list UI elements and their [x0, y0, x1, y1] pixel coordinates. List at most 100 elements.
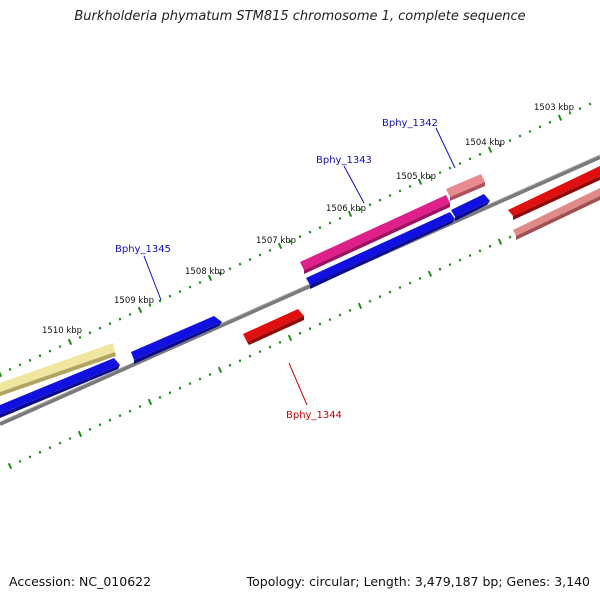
topology-summary: Topology: circular; Length: 3,479,187 bp… [246, 574, 590, 589]
inner-tick [408, 281, 412, 285]
outer-tick [198, 280, 202, 285]
outer-tick [48, 349, 52, 353]
inner-tick [448, 263, 452, 267]
gene-label-bphy-1342[interactable]: Bphy_1342 [382, 118, 438, 129]
outer-tick [528, 129, 532, 133]
outer-tick [78, 335, 82, 339]
outer-tick [28, 358, 32, 362]
outer-tick [557, 114, 563, 121]
outer-tick [108, 322, 112, 326]
inner-tick [128, 409, 132, 413]
outer-tick [338, 216, 342, 220]
inner-tick [278, 340, 282, 344]
outer-tick [277, 242, 283, 249]
inner-tick [497, 238, 503, 245]
feature-blue-3[interactable] [306, 212, 455, 289]
feature-blue-1[interactable] [0, 358, 120, 418]
outer-tick [468, 157, 472, 161]
inner-tick [348, 308, 352, 312]
outer-tick [408, 184, 412, 188]
outer-tick [238, 262, 242, 266]
gene-label-bphy-1344[interactable]: Bphy_1344 [286, 410, 342, 421]
feature-bphy-1343[interactable] [300, 195, 450, 274]
gene-label-bphy-1345[interactable]: Bphy_1345 [115, 244, 171, 255]
outer-tick [328, 221, 332, 225]
feature-pink-2[interactable] [513, 188, 600, 240]
inner-tick [228, 363, 232, 367]
outer-tick [248, 258, 252, 262]
scale-label-1503: 1503 kbp [534, 103, 574, 113]
inner-tick [508, 235, 512, 239]
outer-tick [378, 198, 382, 202]
outer-tick [268, 248, 272, 252]
inner-tick [208, 372, 212, 377]
outer-tick [178, 290, 182, 294]
inner-tick [138, 404, 142, 409]
outer-tick [318, 226, 322, 230]
inner-tick [338, 313, 342, 317]
outer-tick [417, 178, 423, 185]
outer-tick [18, 363, 22, 367]
inner-tick [388, 290, 392, 294]
outer-tick [448, 166, 452, 170]
scale-label-1507: 1507 kbp [256, 236, 296, 246]
inner-tick [108, 418, 112, 422]
inner-tick [318, 322, 322, 326]
inner-tick [468, 253, 472, 258]
outer-tick [478, 152, 482, 156]
feature-yellow[interactable] [0, 343, 116, 396]
outer-tick [498, 143, 502, 147]
feature-bphy-1344[interactable] [243, 309, 304, 345]
outer-tick [518, 134, 522, 138]
inner-tick [308, 327, 312, 331]
inner-tick [398, 285, 402, 290]
outer-tick [148, 303, 152, 307]
inner-tick [158, 395, 162, 399]
inner-tick [357, 302, 363, 309]
scale-label-1504: 1504 kbp [465, 138, 505, 148]
inner-tick [88, 427, 92, 431]
backbone [0, 154, 600, 426]
map-title: Burkholderia phymatum STM815 chromosome … [74, 9, 526, 24]
outer-tick [308, 230, 312, 234]
inner-tick [328, 318, 332, 322]
inner-tick [168, 391, 172, 395]
outer-tick [0, 371, 3, 378]
inner-tick [268, 345, 272, 349]
gene-label-bphy-1343[interactable]: Bphy_1343 [316, 155, 372, 166]
feature-red-2[interactable] [508, 166, 600, 220]
inner-tick [28, 455, 32, 459]
inner-tick [217, 366, 223, 374]
outer-tick [538, 125, 542, 129]
inner-tick [198, 377, 202, 381]
outer-tick [347, 210, 353, 217]
outer-tick [38, 354, 42, 358]
feature-bphy-1345[interactable] [131, 316, 222, 364]
inner-tick [7, 462, 13, 470]
outer-tick [188, 285, 192, 289]
inner-tick [368, 299, 372, 303]
outer-tick [288, 239, 292, 243]
inner-tick [98, 423, 102, 427]
outer-tick [118, 317, 122, 321]
inner-tick [427, 270, 433, 277]
inner-tick [438, 267, 442, 271]
label-leaders [143, 127, 456, 406]
inner-tick [258, 350, 262, 354]
gene-labels: Bphy_1342 Bphy_1343 Bphy_1345 Bphy_1344 [115, 118, 438, 421]
scale-ticks-outer [0, 102, 592, 378]
feature-blue-4[interactable] [451, 194, 490, 221]
inner-tick [378, 295, 382, 299]
inner-tick [77, 430, 83, 438]
inner-tick [18, 459, 22, 463]
inner-tick [287, 334, 293, 341]
scale-label-1510: 1510 kbp [42, 326, 82, 336]
accession-text: Accession: NC_010622 [9, 574, 152, 589]
outer-tick [207, 274, 213, 282]
outer-tick [578, 107, 582, 111]
outer-tick [398, 189, 402, 193]
outer-tick [228, 267, 232, 271]
feature-bphy-1342[interactable] [446, 174, 485, 201]
inner-tick [118, 414, 122, 418]
